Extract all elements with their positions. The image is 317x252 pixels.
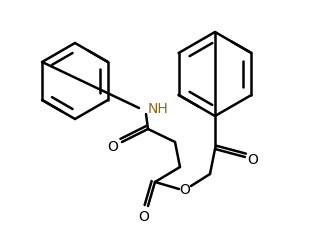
Text: O: O — [139, 209, 149, 223]
Text: O: O — [107, 139, 119, 153]
Text: O: O — [179, 182, 191, 196]
Text: NH: NH — [148, 102, 169, 115]
Text: O: O — [248, 152, 258, 166]
